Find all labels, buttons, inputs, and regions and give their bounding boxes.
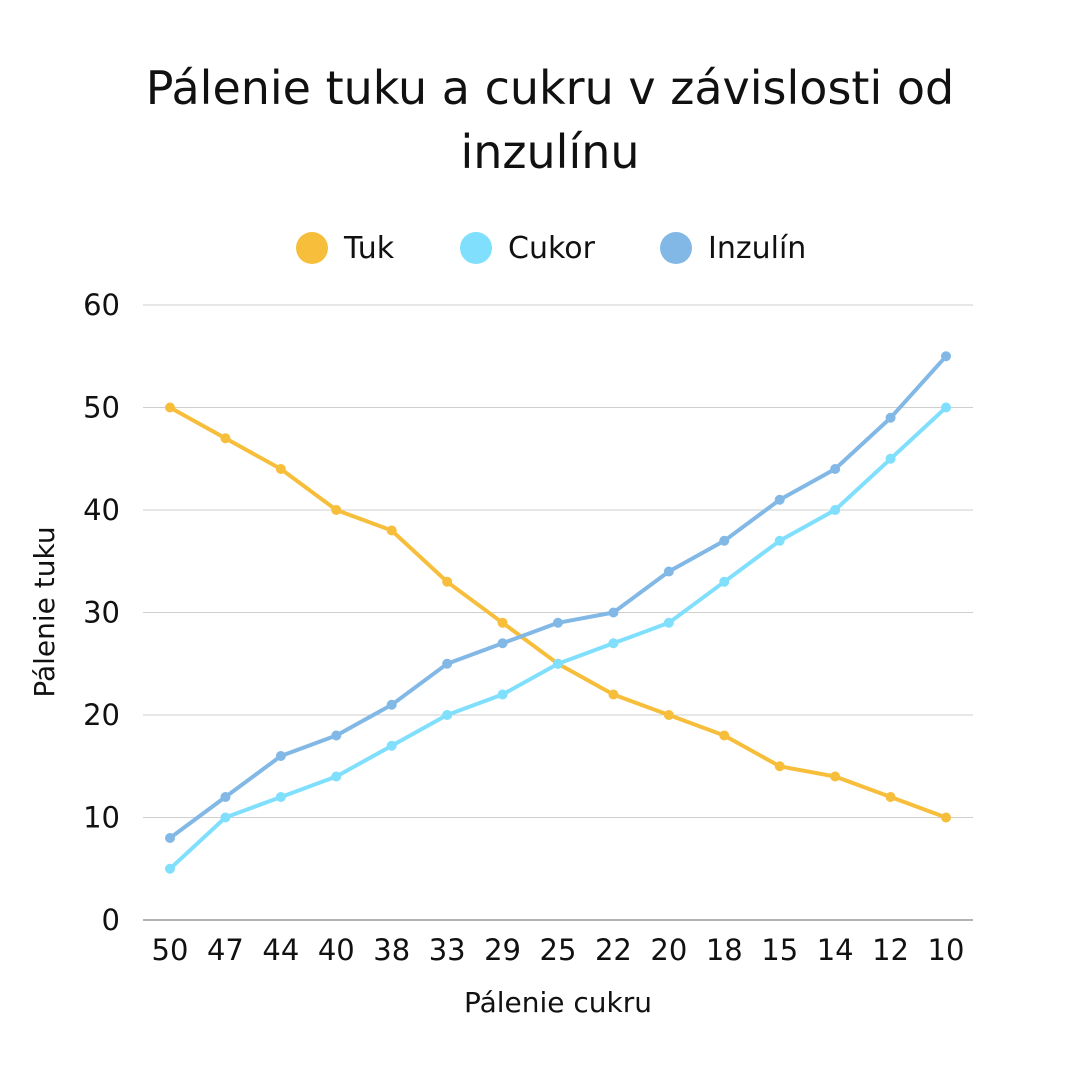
- data-point-inzulin: [497, 638, 508, 649]
- data-point-cukor: [885, 453, 896, 464]
- legend-swatch-inzulin: [660, 232, 692, 264]
- x-tick-label: 10: [928, 933, 965, 967]
- data-point-inzulin: [830, 464, 841, 474]
- data-point-cukor: [608, 638, 619, 649]
- data-point-tuk: [442, 576, 453, 587]
- legend-swatch-cukor: [460, 232, 492, 264]
- data-point-inzulin: [719, 535, 730, 546]
- x-tick-label: 50: [152, 933, 189, 967]
- data-point-tuk: [885, 792, 896, 802]
- x-tick-label: 22: [595, 933, 632, 967]
- data-point-inzulin: [941, 351, 951, 362]
- data-point-tuk: [165, 402, 175, 413]
- x-tick-label: 14: [817, 933, 854, 967]
- data-point-cukor: [220, 812, 231, 823]
- data-point-cukor: [442, 710, 453, 720]
- x-tick-label: 33: [429, 933, 466, 967]
- y-tick-label: 60: [83, 288, 120, 322]
- series-inzulin: [165, 351, 951, 843]
- data-point-inzulin: [885, 412, 896, 423]
- legend-label-inzulin: Inzulín: [708, 230, 807, 266]
- data-point-cukor: [165, 863, 175, 874]
- x-tick-label: 25: [540, 933, 577, 967]
- x-tick-label: 12: [872, 933, 909, 967]
- x-tick-label: 18: [706, 933, 743, 967]
- y-tick-label: 30: [83, 596, 120, 630]
- data-point-cukor: [275, 792, 286, 802]
- y-tick-label: 40: [83, 493, 120, 527]
- series-line-inzulin: [168, 354, 948, 840]
- data-point-tuk: [941, 812, 951, 823]
- data-point-tuk: [774, 761, 785, 772]
- legend-label-tuk: Tuk: [344, 230, 395, 266]
- data-point-tuk: [386, 525, 397, 536]
- data-point-cukor: [719, 576, 730, 587]
- x-tick-label: 20: [650, 933, 687, 967]
- data-point-cukor: [941, 402, 951, 413]
- x-tick-label: 38: [373, 933, 410, 967]
- x-tick-label: 40: [318, 933, 355, 967]
- series-cukor: [165, 402, 951, 874]
- x-axis-title: Pálenie cukru: [464, 986, 652, 1019]
- data-point-tuk: [663, 710, 674, 720]
- data-point-tuk: [830, 771, 841, 782]
- data-point-inzulin: [442, 658, 453, 669]
- y-tick-label: 50: [83, 391, 120, 425]
- legend-swatch-tuk: [296, 232, 328, 264]
- x-tick-label: 15: [761, 933, 798, 967]
- data-point-cukor: [331, 771, 342, 782]
- data-point-inzulin: [165, 833, 175, 843]
- data-point-inzulin: [220, 792, 231, 802]
- data-point-inzulin: [663, 566, 674, 577]
- x-tick-label: 29: [484, 933, 521, 967]
- x-tick-label: 44: [262, 933, 299, 967]
- x-axis-ticks: 50 47 44 40 38 33 29 25 22 20 18 15 14 12 10: [152, 933, 965, 967]
- series-lines: [165, 351, 951, 874]
- data-point-tuk: [719, 730, 730, 741]
- data-point-inzulin: [275, 751, 286, 761]
- data-point-tuk: [497, 617, 508, 628]
- data-point-cukor: [386, 740, 397, 751]
- y-tick-label: 0: [102, 903, 120, 937]
- data-point-cukor: [830, 505, 841, 515]
- legend-label-cukor: Cukor: [508, 230, 595, 266]
- data-point-cukor: [497, 689, 508, 700]
- data-point-tuk: [220, 433, 231, 444]
- y-tick-label: 10: [83, 801, 120, 835]
- legend-item-cukor: Cukor: [460, 226, 595, 270]
- chart-title: Pálenie tuku a cukru v závislosti od inz…: [145, 61, 955, 179]
- data-point-inzulin: [386, 699, 397, 710]
- data-point-inzulin: [608, 607, 619, 618]
- data-point-inzulin: [774, 494, 785, 505]
- x-tick-label: 47: [207, 933, 244, 967]
- data-point-inzulin: [331, 730, 342, 741]
- legend-item-inzulin: Inzulín: [660, 226, 806, 270]
- data-point-cukor: [663, 617, 674, 628]
- data-point-cukor: [774, 535, 785, 546]
- legend-item-tuk: Tuk: [296, 226, 394, 270]
- y-tick-label: 20: [83, 698, 120, 732]
- data-point-tuk: [275, 464, 286, 474]
- y-axis-ticks: 0 10 20 30 40 50 60: [83, 288, 120, 937]
- series-line-cukor: [168, 405, 948, 871]
- legend: Tuk Cukor Inzulín: [0, 226, 1080, 270]
- gridlines: [143, 304, 973, 921]
- y-axis-title: Pálenie tuku: [28, 526, 61, 697]
- data-point-inzulin: [553, 617, 563, 628]
- data-point-cukor: [553, 658, 563, 669]
- data-point-tuk: [608, 689, 619, 700]
- data-point-tuk: [331, 505, 342, 515]
